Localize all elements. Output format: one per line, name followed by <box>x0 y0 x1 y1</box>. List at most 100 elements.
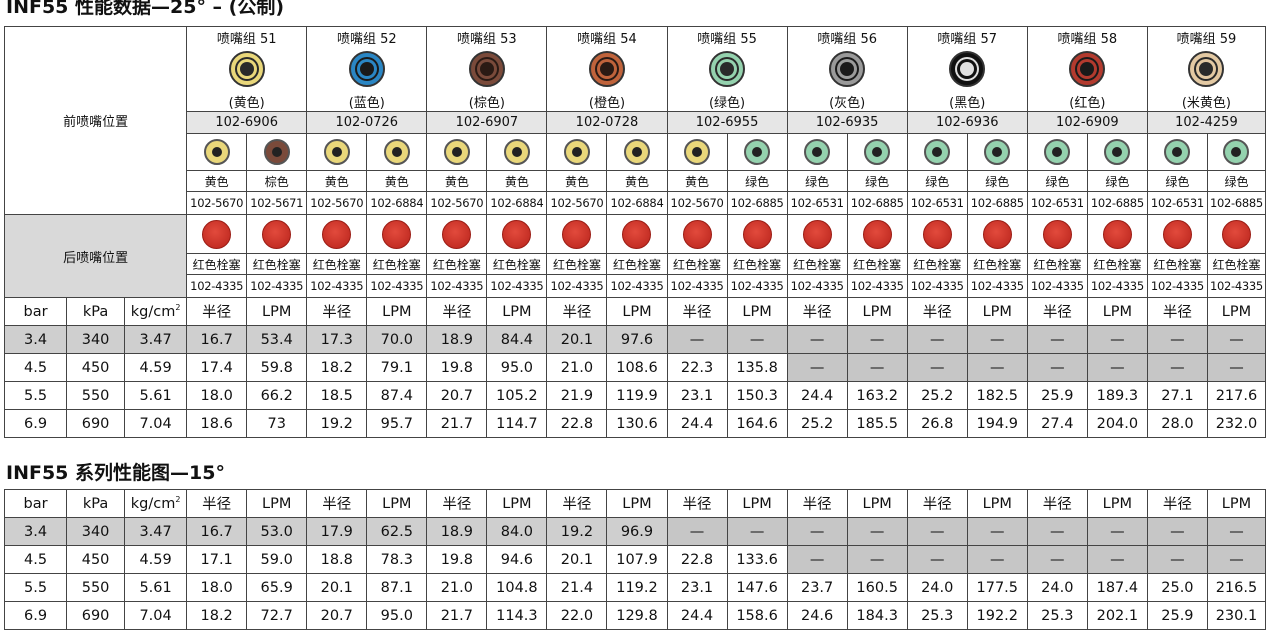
rear-plug-name: 红色栓塞 <box>186 253 248 275</box>
rear-plug-name: 红色栓塞 <box>426 253 488 275</box>
nozzle-group-part-number: 102-6935 <box>786 111 908 134</box>
table-cell: 19.2 <box>306 409 368 438</box>
table-cell: 189.3 <box>1086 381 1148 410</box>
header-radius: 半径 <box>426 489 488 518</box>
header-lpm: LPM <box>246 489 308 518</box>
header-radius: 半径 <box>666 489 728 518</box>
front-nozzle-icon <box>924 139 951 165</box>
rear-plug-icon <box>202 219 232 249</box>
table-cell: 21.4 <box>546 573 608 602</box>
nozzle-group-name: 喷嘴组 56 <box>786 26 908 47</box>
table-cell: 230.1 <box>1206 601 1267 630</box>
table-cell: 19.2 <box>546 517 608 546</box>
table-cell: 59.0 <box>246 545 308 574</box>
header-kpa: kPa <box>66 489 126 518</box>
front-nozzle-icon <box>1223 139 1250 165</box>
table-cell: — <box>786 325 848 354</box>
table-cell: 94.6 <box>486 545 548 574</box>
header-radius: 半径 <box>546 489 608 518</box>
nozzle-group-color: (棕色) <box>426 91 548 112</box>
table-cell: 4.5 <box>3 353 68 382</box>
table-cell: 79.1 <box>366 353 428 382</box>
rear-plug-icon <box>922 219 952 249</box>
table-cell: 182.5 <box>966 381 1028 410</box>
front-nozzle-color: 黄色 <box>366 170 428 192</box>
table-cell: — <box>1206 517 1267 546</box>
front-nozzle-icon <box>1104 139 1131 165</box>
table-cell: 17.9 <box>306 517 368 546</box>
nozzle-group-color: (蓝色) <box>306 91 428 112</box>
front-nozzle-color: 黄色 <box>486 170 548 192</box>
front-nozzle-color: 绿色 <box>726 170 788 192</box>
table-cell: 23.1 <box>666 573 728 602</box>
table-cell: 21.7 <box>426 409 488 438</box>
table-row: 4.5 450 4.59 17.1 59.0 18.8 78.3 19.8 94.6 20.1 10… <box>3 545 1267 574</box>
table-cell: 690 <box>66 601 126 630</box>
table-cell: 5.5 <box>3 381 68 410</box>
header-radius: 半径 <box>786 489 848 518</box>
table-cell: — <box>1026 545 1088 574</box>
nozzle-group-color: (黄色) <box>186 91 308 112</box>
table-cell: 217.6 <box>1206 381 1267 410</box>
table-cell: 119.9 <box>606 381 668 410</box>
front-nozzle-color: 绿色 <box>786 170 848 192</box>
header-radius: 半径 <box>786 297 848 326</box>
header-radius: 半径 <box>1026 489 1088 518</box>
front-nozzle-color: 黄色 <box>606 170 668 192</box>
table-cell: — <box>726 517 788 546</box>
header-radius: 半径 <box>666 297 728 326</box>
table-cell: — <box>1026 353 1088 382</box>
table-cell: 53.0 <box>246 517 308 546</box>
front-nozzle-part-number: 102-6531 <box>786 191 848 215</box>
header-bar: bar <box>3 489 68 518</box>
rear-plug-icon <box>442 219 472 249</box>
table-cell: 95.0 <box>366 601 428 630</box>
table-cell: 6.9 <box>3 409 68 438</box>
performance-table-15: bar kPa kg/cm2 半径 LPM 半径 LPM 半径 LPM 半径 LPM 半径 LPM 半径 L… <box>3 489 1267 630</box>
table-cell: 550 <box>66 573 126 602</box>
nozzle-group-color: (橙色) <box>546 91 668 112</box>
header-kpa: kPa <box>66 297 126 326</box>
front-nozzle-part-number: 102-6885 <box>1086 191 1148 215</box>
table-cell: 95.7 <box>366 409 428 438</box>
front-nozzle-part-number: 102-6884 <box>606 191 668 215</box>
nozzle-group-icon <box>829 51 866 87</box>
front-nozzle-icon <box>383 139 410 165</box>
table-cell: 70.0 <box>366 325 428 354</box>
front-nozzle-part-number: 102-6884 <box>486 191 548 215</box>
table-row: 3.4 340 3.47 16.7 53.0 17.9 62.5 18.9 84.0 19.2 96… <box>3 517 1267 546</box>
table-cell: 185.5 <box>846 409 908 438</box>
table-cell: 24.4 <box>666 601 728 630</box>
table-cell: 129.8 <box>606 601 668 630</box>
table-cell: — <box>1086 353 1148 382</box>
table-cell: 18.2 <box>186 601 248 630</box>
table-cell: 3.4 <box>3 517 68 546</box>
table-cell: 18.9 <box>426 325 488 354</box>
section-title-15: INF55 系列性能图—15° <box>6 462 225 484</box>
header-lpm: LPM <box>966 489 1028 518</box>
table-cell: — <box>846 545 908 574</box>
front-nozzle-part-number: 102-6531 <box>906 191 968 215</box>
nozzle-group-icon <box>1069 51 1106 87</box>
table-cell: — <box>786 545 848 574</box>
header-lpm: LPM <box>1206 489 1267 518</box>
rear-plug-name: 红色栓塞 <box>546 253 608 275</box>
front-nozzle-part-number: 102-5670 <box>186 191 248 215</box>
table-cell: — <box>846 353 908 382</box>
nozzle-group-color: (灰色) <box>786 91 908 112</box>
nozzle-group-color: (红色) <box>1026 91 1148 112</box>
header-lpm: LPM <box>726 489 788 518</box>
table-cell: — <box>726 325 788 354</box>
table-cell: — <box>966 353 1028 382</box>
front-nozzle-color: 绿色 <box>1026 170 1088 192</box>
table-cell: 18.9 <box>426 517 488 546</box>
table-cell: 18.2 <box>306 353 368 382</box>
front-nozzle-part-number: 102-5670 <box>666 191 728 215</box>
table-cell: 24.4 <box>786 381 848 410</box>
rear-plug-name: 红色栓塞 <box>366 253 428 275</box>
front-nozzle-icon <box>984 139 1011 165</box>
table-cell: 28.0 <box>1146 409 1208 438</box>
table-cell: 5.61 <box>124 381 188 410</box>
nozzle-group-icon <box>348 51 385 87</box>
table-cell: 18.6 <box>186 409 248 438</box>
